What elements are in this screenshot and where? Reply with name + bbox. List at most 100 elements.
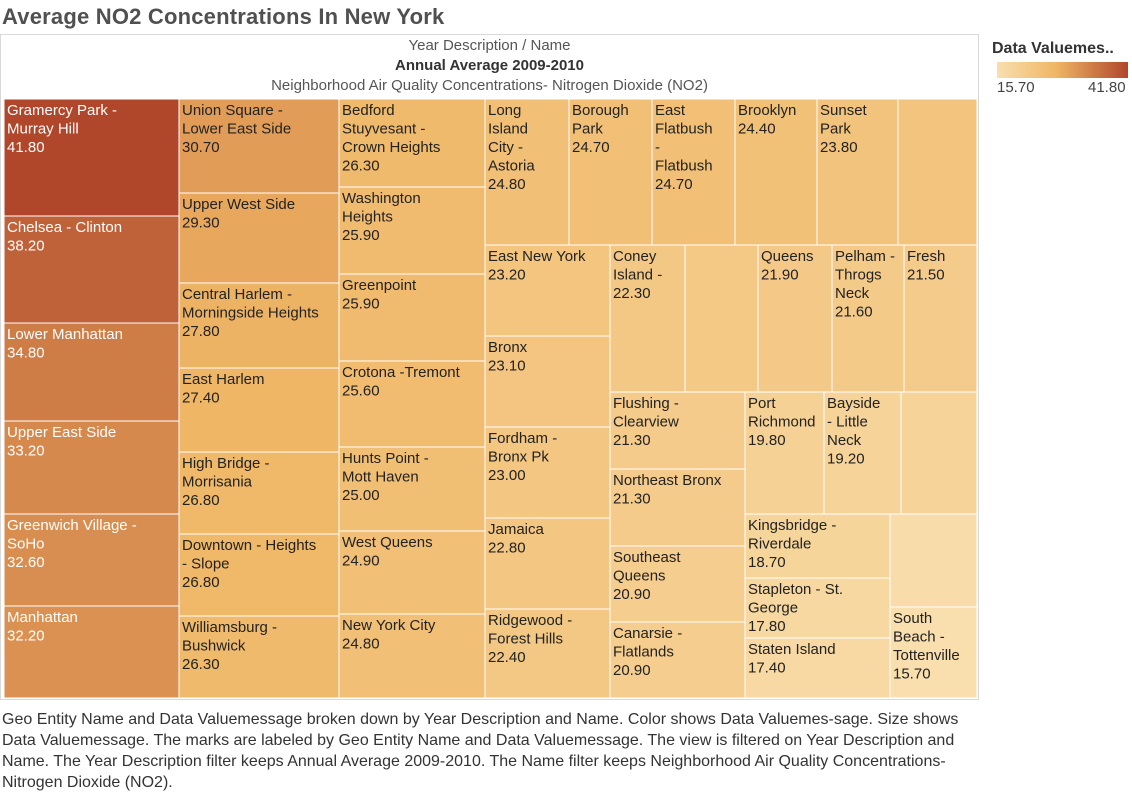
treemap-cell-rect[interactable]	[178, 192, 340, 284]
treemap-cell-rect[interactable]	[484, 98, 570, 246]
treemap-cell-rect[interactable]	[734, 98, 818, 246]
treemap-cell-unlabeled[interactable]	[900, 391, 978, 515]
treemap-cell-rect[interactable]	[889, 513, 978, 608]
treemap-cell-jamaica[interactable]: Jamaica 22.80	[484, 517, 611, 610]
treemap-cell-rect[interactable]	[897, 98, 978, 246]
treemap-cell-rect[interactable]	[338, 446, 486, 532]
treemap-cell-rect[interactable]	[823, 391, 902, 515]
treemap-cell-upper-west-side[interactable]: Upper West Side 29.30	[178, 192, 340, 284]
treemap-cell-east-new-york[interactable]: East New York 23.20	[484, 244, 611, 337]
treemap-cell-rect[interactable]	[609, 545, 746, 623]
treemap-cell-brooklyn[interactable]: Brooklyn 24.40	[734, 98, 818, 246]
treemap-cell-bronx[interactable]: Bronx 23.10	[484, 335, 611, 428]
treemap-cell-rect[interactable]	[816, 98, 899, 246]
treemap-cell-rect[interactable]	[568, 98, 653, 246]
treemap-cell-rect[interactable]	[889, 606, 978, 699]
treemap-cell-value-label: 22.40	[488, 649, 526, 666]
treemap-cell-rect[interactable]	[484, 426, 611, 519]
treemap-cell-unlabeled[interactable]	[897, 98, 978, 246]
treemap-cell-rect[interactable]	[484, 517, 611, 610]
treemap-cell-rect[interactable]	[178, 533, 340, 617]
treemap-cell-rect[interactable]	[338, 530, 486, 615]
treemap-cell-greenpoint[interactable]: Greenpoint 25.90	[338, 273, 486, 362]
treemap-cell-rect[interactable]	[338, 98, 486, 188]
treemap-cell-name-label: Bronx Pk	[488, 449, 549, 466]
treemap-cell-lower-manhattan[interactable]: Lower Manhattan 34.80	[3, 322, 180, 422]
treemap-cell-fresh[interactable]: Fresh 21.50	[903, 244, 978, 393]
treemap-cell-rect[interactable]	[831, 244, 905, 393]
treemap-cell-west-queens[interactable]: West Queens 24.90	[338, 530, 486, 615]
treemap-cell-value-label: 25.00	[342, 487, 380, 504]
treemap-cell-rect[interactable]	[484, 335, 611, 428]
treemap-cell-rect[interactable]	[178, 615, 340, 699]
treemap-cell-chelsea-clinton[interactable]: Chelsea - Clinton 38.20	[3, 215, 180, 324]
treemap-cell-rect[interactable]	[744, 637, 891, 699]
treemap-cell-rect[interactable]	[178, 282, 340, 369]
treemap-cell-crotona-tremont[interactable]: Crotona -Tremont 25.60	[338, 360, 486, 448]
treemap-cell-name-label: Kingsbridge -	[748, 517, 836, 534]
treemap-cell-rect[interactable]	[338, 613, 486, 699]
treemap-cell-value-label: 24.80	[488, 176, 526, 193]
treemap-cell-rect[interactable]	[609, 621, 746, 699]
treemap-cell-queens[interactable]: Queens 21.90	[757, 244, 833, 393]
treemap-cell-rect[interactable]	[3, 513, 180, 607]
treemap-cell-rect[interactable]	[338, 360, 486, 448]
treemap-cell-new-york-city[interactable]: New York City 24.80	[338, 613, 486, 699]
legend-title[interactable]: Data Valuemes..	[992, 40, 1114, 57]
treemap-cell-rect[interactable]	[178, 367, 340, 453]
treemap-cell-northeast-bronx[interactable]: Northeast Bronx 21.30	[609, 468, 746, 547]
treemap-cell-rect[interactable]	[609, 468, 746, 547]
treemap-cell-unlabeled[interactable]	[684, 244, 759, 393]
treemap-cell-manhattan[interactable]: Manhattan 32.20	[3, 605, 180, 699]
treemap-cell-rect[interactable]	[903, 244, 978, 393]
treemap-cell-rect[interactable]	[3, 322, 180, 422]
treemap-cell-rect[interactable]	[651, 98, 736, 246]
treemap-cell-rect[interactable]	[3, 605, 180, 699]
treemap-cell-unlabeled[interactable]	[889, 513, 978, 608]
treemap-cell-east-harlem[interactable]: East Harlem 27.40	[178, 367, 340, 453]
treemap-cell-rect[interactable]	[684, 244, 759, 393]
treemap-cell-name-label: Beach -	[893, 629, 945, 646]
treemap-cell-rect[interactable]	[338, 273, 486, 362]
treemap-cell-south-beach-tottenville[interactable]: South Beach -Tottenville 15.70	[889, 606, 978, 699]
treemap-cell-bedford-stuyvesant-crown-heights[interactable]: Bedford Stuyvesant -Crown Heights 26.30	[338, 98, 486, 188]
treemap-cell-rect[interactable]	[3, 215, 180, 324]
treemap-cell-rect[interactable]	[3, 420, 180, 515]
treemap-cell-value-label: 26.30	[342, 158, 380, 175]
treemap-cell-rect[interactable]	[744, 577, 891, 639]
treemap-cell-rect[interactable]	[3, 98, 180, 217]
treemap-cell-upper-east-side[interactable]: Upper East Side 33.20	[3, 420, 180, 515]
treemap-cell-rect[interactable]	[609, 391, 746, 470]
treemap-cell-rect[interactable]	[338, 186, 486, 275]
treemap-cell-rect[interactable]	[484, 244, 611, 337]
treemap-cell-coney-island[interactable]: Coney Island -22.30	[609, 244, 686, 393]
treemap-cell-name-label: Flatbush	[655, 121, 713, 138]
treemap-cell-rect[interactable]	[744, 513, 891, 579]
treemap-cell-name-label: City -	[488, 139, 523, 156]
treemap-cell-staten-island[interactable]: Staten Island 17.40	[744, 637, 891, 699]
treemap-cell-rect[interactable]	[900, 391, 978, 515]
